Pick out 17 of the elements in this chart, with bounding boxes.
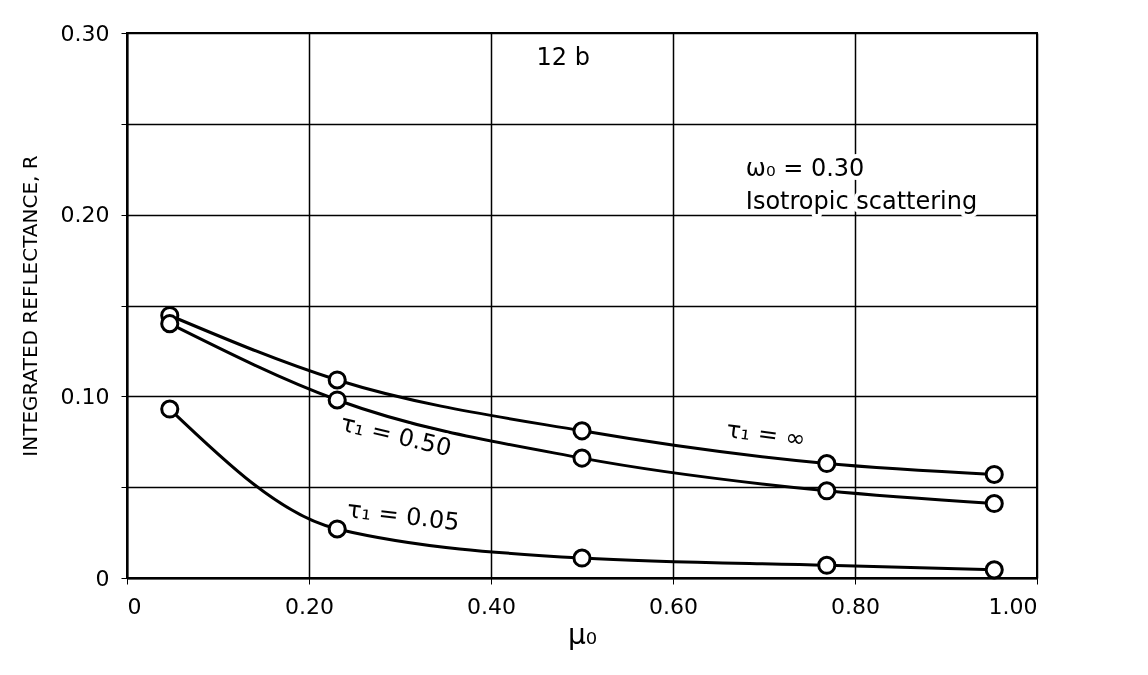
annotation: Isotropic scattering [745, 186, 978, 215]
text: τ₁ = 0.05 [345, 495, 462, 537]
text: τ₁ = 0.50 [337, 408, 455, 463]
y-tick-label: 0.20 [60, 202, 110, 228]
text: τ₁ = ∞ [724, 415, 808, 454]
y-tick-label: 0.10 [60, 383, 110, 409]
annotation: 12 b [536, 42, 590, 71]
x-axis-title: μ₀ [567, 617, 598, 651]
x-tick-label: 0.60 [649, 593, 698, 619]
y-axis-title: INTEGRATED REFLECTANCE, R [17, 155, 42, 457]
x-tick-label: 0.80 [831, 593, 880, 619]
x-tick-label: 0 [127, 593, 142, 619]
x-tick-label: 1.00 [988, 593, 1038, 619]
x-tick-label: 0.40 [467, 593, 516, 619]
y-tick-label: 0 [95, 565, 110, 591]
y-tick-label: 0.30 [60, 20, 110, 46]
x-tick-label: 0.20 [285, 593, 334, 619]
